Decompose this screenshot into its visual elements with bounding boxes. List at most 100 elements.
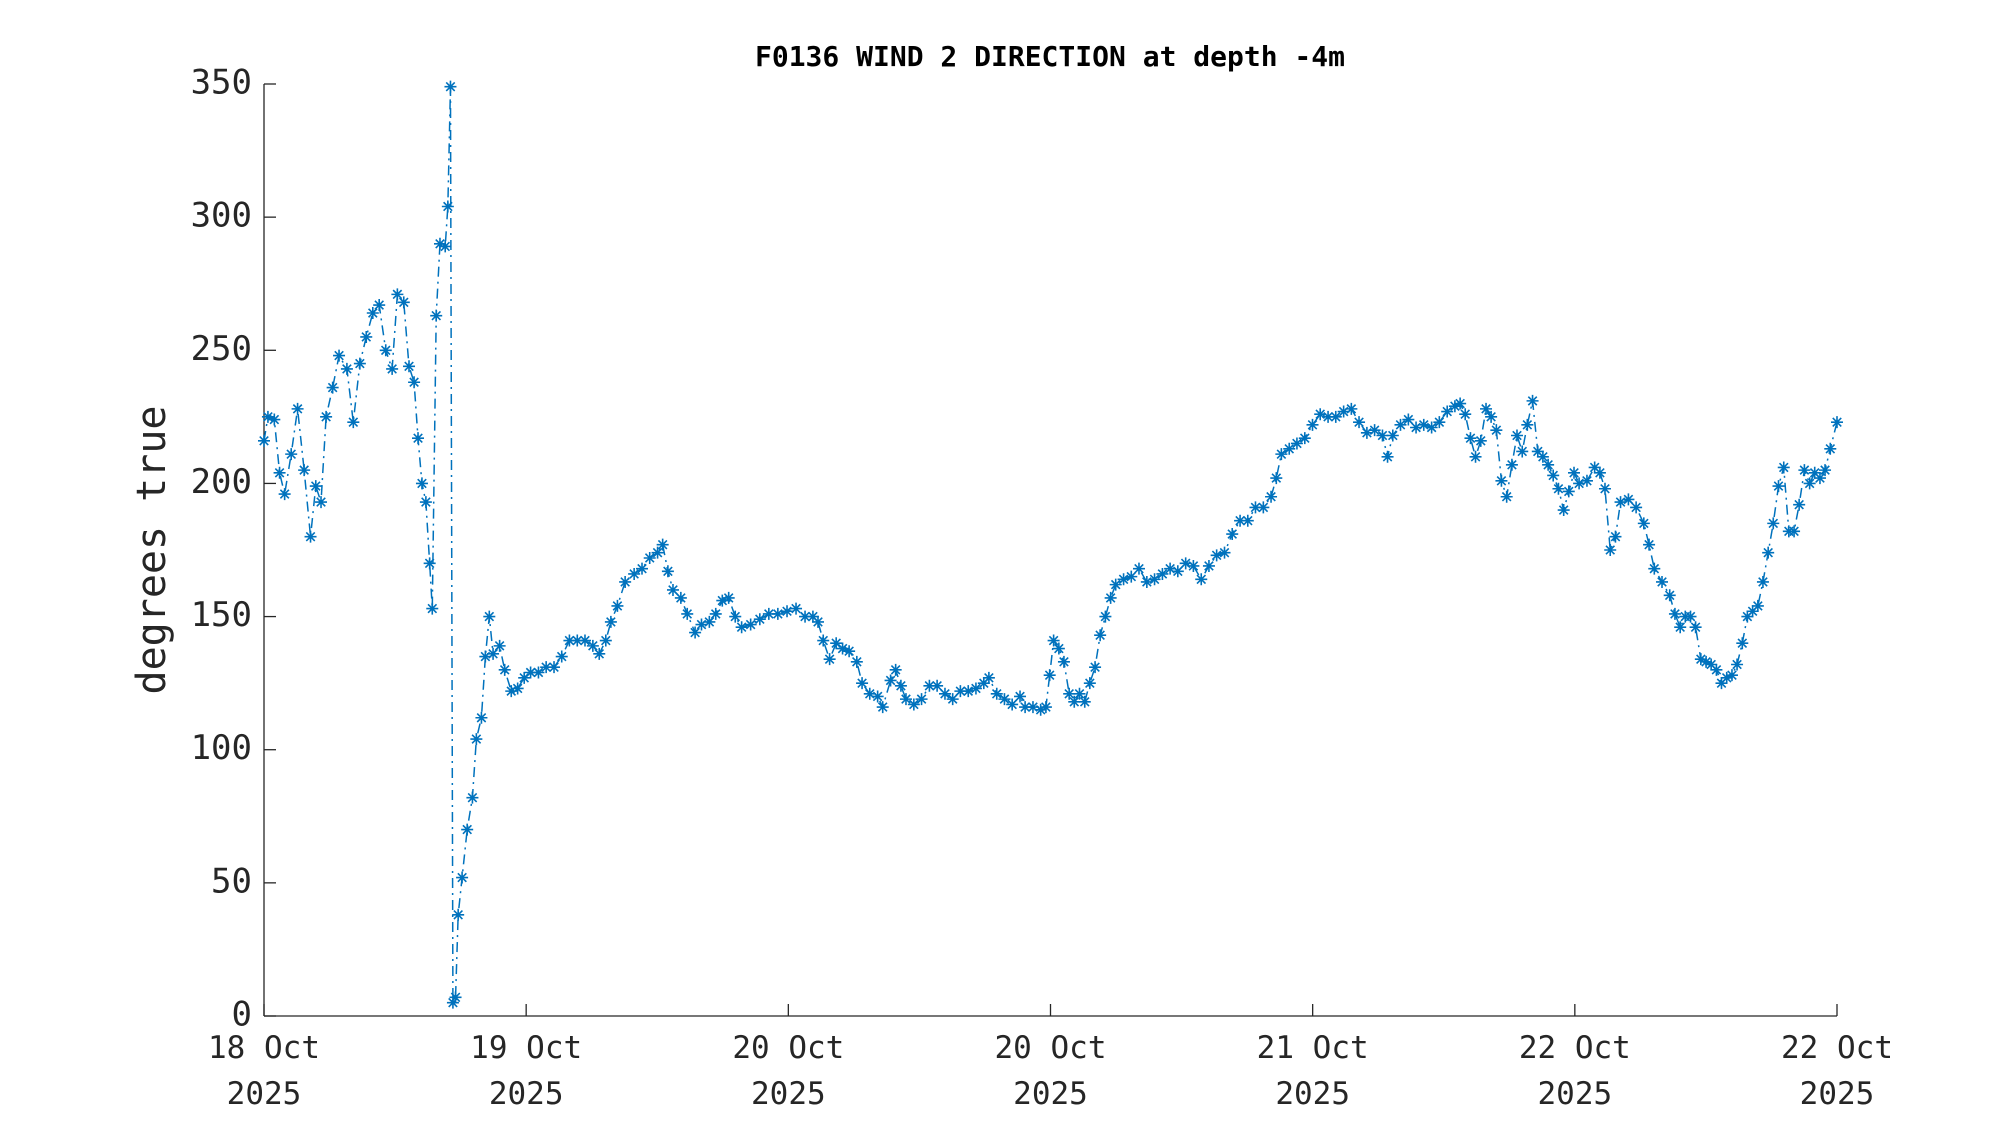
- data-point: [1306, 418, 1319, 431]
- data-point: [938, 687, 951, 700]
- data-line: [263, 86, 1838, 1004]
- data-point: [1179, 557, 1192, 570]
- data-point: [1386, 429, 1399, 442]
- data-point: [483, 610, 496, 623]
- data-point: [1516, 445, 1529, 458]
- data-point: [1622, 493, 1635, 506]
- data-point: [475, 711, 488, 724]
- data-point: [1234, 514, 1247, 527]
- data-point: [889, 663, 902, 676]
- x-tick-label: 2025: [1538, 1076, 1613, 1112]
- data-point: [1604, 544, 1617, 556]
- y-tick-label: 350: [191, 63, 252, 103]
- x-tick-label: 2025: [489, 1076, 564, 1112]
- data-point: [452, 908, 465, 921]
- data-point: [518, 671, 531, 684]
- x-tick-label: 2025: [1800, 1076, 1875, 1112]
- x-tick-label: 2025: [1013, 1076, 1088, 1112]
- data-point: [1094, 629, 1107, 642]
- data-point: [753, 613, 766, 626]
- data-point: [1469, 450, 1482, 463]
- data-point: [1270, 472, 1283, 485]
- data-point: [1694, 653, 1707, 666]
- data-point: [1746, 605, 1759, 618]
- data-point: [433, 237, 446, 250]
- data-point: [1580, 474, 1593, 487]
- data-point: [1536, 450, 1549, 463]
- data-point: [1598, 482, 1611, 495]
- data-point: [493, 639, 506, 652]
- data-point: [1542, 458, 1555, 471]
- data-point: [1265, 490, 1278, 503]
- data-point: [931, 679, 944, 692]
- data-point: [850, 655, 863, 668]
- data-point: [1495, 474, 1508, 487]
- data-point: [1705, 658, 1718, 671]
- data-point: [1275, 448, 1288, 461]
- data-point: [304, 530, 317, 543]
- data-point: [366, 307, 379, 320]
- data-point: [836, 642, 849, 655]
- data-point: [1104, 591, 1117, 604]
- data-point: [946, 693, 959, 706]
- data-point: [1043, 669, 1056, 682]
- data-point: [1557, 504, 1570, 517]
- data-point: [781, 605, 794, 618]
- data-point: [1314, 408, 1327, 421]
- y-tick-label: 300: [191, 196, 252, 236]
- data-point: [1808, 466, 1821, 479]
- data-point: [744, 618, 757, 631]
- x-tick-label: 22 Oct: [1781, 1030, 1893, 1066]
- data-point: [1674, 621, 1687, 634]
- data-point: [1689, 621, 1702, 634]
- data-point: [353, 357, 366, 370]
- x-tick-label: 19 Oct: [470, 1030, 582, 1066]
- data-point: [1630, 501, 1643, 514]
- data-point: [998, 693, 1011, 706]
- data-point: [373, 299, 386, 312]
- data-point: [954, 685, 967, 698]
- data-point: [1490, 424, 1503, 437]
- data-point: [1562, 485, 1575, 498]
- data-point: [1376, 429, 1389, 442]
- data-point: [1454, 397, 1467, 410]
- data-point: [1831, 416, 1843, 429]
- data-point: [320, 410, 333, 423]
- data-point: [923, 679, 936, 692]
- data-point: [962, 685, 975, 698]
- data-point: [1762, 546, 1775, 559]
- data-point: [1588, 461, 1601, 474]
- data-point: [470, 733, 483, 746]
- data-point: [285, 448, 298, 461]
- data-point: [1073, 687, 1086, 700]
- data-point: [817, 634, 830, 647]
- data-point: [884, 674, 897, 687]
- data-point: [1824, 442, 1837, 455]
- data-point: [1510, 429, 1523, 442]
- data-point: [487, 647, 500, 660]
- data-point: [1156, 567, 1169, 580]
- data-point: [656, 538, 669, 551]
- data-point: [1014, 690, 1027, 703]
- data-point: [1425, 421, 1438, 434]
- data-point: [1394, 418, 1407, 431]
- data-point: [1663, 589, 1676, 602]
- data-point: [1819, 464, 1832, 477]
- data-point: [762, 607, 775, 620]
- data-point: [1700, 655, 1713, 668]
- data-point: [823, 653, 836, 666]
- y-tick-label: 150: [191, 595, 252, 635]
- data-point: [661, 565, 674, 578]
- data-point: [1593, 466, 1606, 479]
- data-point: [604, 615, 617, 628]
- x-tick-label: 20 Oct: [995, 1030, 1107, 1066]
- data-point: [1715, 677, 1728, 690]
- data-point: [415, 477, 428, 490]
- data-point: [771, 607, 784, 620]
- data-point: [1656, 575, 1668, 588]
- data-point: [729, 610, 742, 623]
- data-point: [524, 666, 537, 679]
- data-point: [593, 647, 606, 660]
- data-point: [1052, 642, 1065, 655]
